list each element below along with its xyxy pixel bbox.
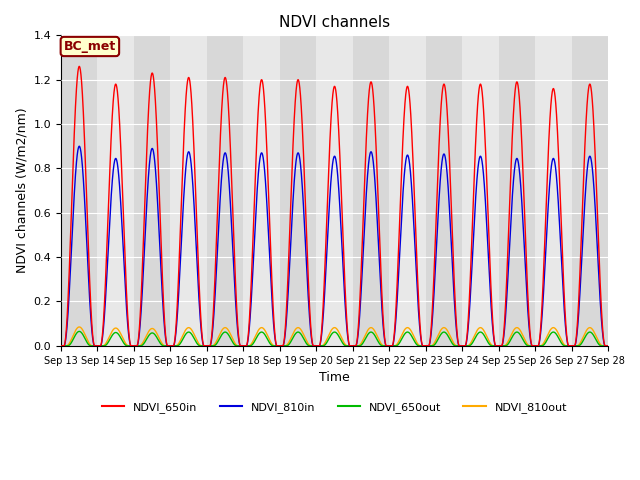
- NDVI_650out: [604, 343, 612, 348]
- NDVI_650out: [57, 343, 65, 348]
- NDVI_810in: [385, 343, 393, 348]
- NDVI_810in: [604, 343, 612, 348]
- Line: NDVI_650in: NDVI_650in: [61, 66, 608, 346]
- NDVI_650in: [76, 63, 83, 69]
- NDVI_650in: [57, 343, 65, 348]
- NDVI_650in: [266, 234, 274, 240]
- Bar: [207, 36, 243, 346]
- Bar: [170, 36, 207, 346]
- Bar: [353, 36, 389, 346]
- NDVI_650out: [76, 328, 83, 334]
- NDVI_650in: [465, 297, 473, 303]
- NDVI_650out: [385, 343, 393, 348]
- NDVI_650out: [465, 343, 473, 348]
- NDVI_810out: [604, 343, 612, 348]
- Y-axis label: NDVI channels (W/m2/nm): NDVI channels (W/m2/nm): [15, 108, 28, 274]
- NDVI_650in: [604, 343, 612, 348]
- Bar: [97, 36, 134, 346]
- NDVI_650out: [413, 342, 420, 348]
- NDVI_810out: [157, 338, 164, 344]
- Bar: [462, 36, 499, 346]
- NDVI_650in: [385, 343, 393, 348]
- Bar: [572, 36, 608, 346]
- NDVI_810in: [76, 144, 83, 149]
- NDVI_650out: [266, 341, 274, 347]
- NDVI_810out: [413, 340, 420, 346]
- NDVI_810in: [266, 264, 274, 270]
- Bar: [389, 36, 426, 346]
- Bar: [61, 36, 97, 346]
- NDVI_810out: [57, 343, 65, 348]
- Line: NDVI_810in: NDVI_810in: [61, 146, 608, 346]
- Bar: [280, 36, 316, 346]
- Bar: [426, 36, 462, 346]
- NDVI_650out: [507, 336, 515, 342]
- Bar: [535, 36, 572, 346]
- NDVI_650in: [157, 224, 164, 230]
- Line: NDVI_650out: NDVI_650out: [61, 331, 608, 346]
- NDVI_810out: [76, 324, 83, 330]
- NDVI_810out: [266, 338, 274, 344]
- NDVI_650in: [413, 259, 420, 264]
- Legend: NDVI_650in, NDVI_810in, NDVI_650out, NDVI_810out: NDVI_650in, NDVI_810in, NDVI_650out, NDV…: [98, 398, 572, 418]
- Bar: [499, 36, 535, 346]
- NDVI_810out: [385, 343, 393, 348]
- NDVI_650in: [507, 167, 515, 173]
- Title: NDVI channels: NDVI channels: [279, 15, 390, 30]
- NDVI_810in: [57, 343, 65, 348]
- NDVI_810out: [507, 333, 515, 338]
- X-axis label: Time: Time: [319, 371, 350, 384]
- Line: NDVI_810out: NDVI_810out: [61, 327, 608, 346]
- NDVI_810in: [465, 310, 473, 315]
- Bar: [316, 36, 353, 346]
- NDVI_810in: [413, 281, 420, 287]
- NDVI_810in: [157, 257, 164, 263]
- NDVI_810in: [507, 218, 515, 224]
- Text: BC_met: BC_met: [64, 40, 116, 53]
- NDVI_650out: [157, 341, 164, 347]
- Bar: [243, 36, 280, 346]
- Bar: [134, 36, 170, 346]
- NDVI_810out: [465, 342, 473, 348]
